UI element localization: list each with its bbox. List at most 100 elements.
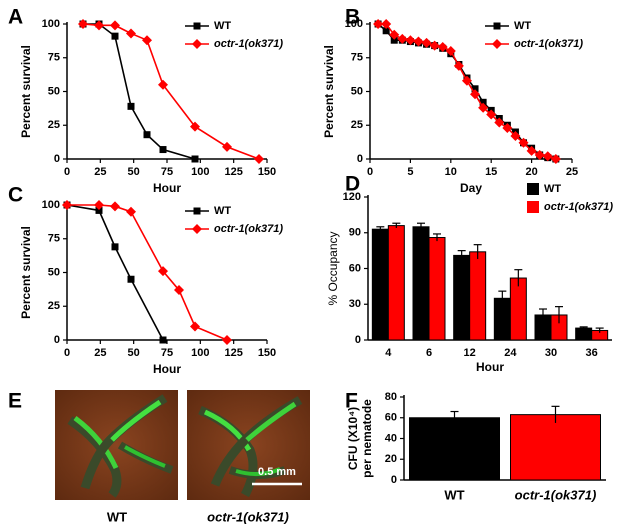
y-tick-label: 100	[42, 18, 60, 30]
legend-label: WT	[214, 205, 231, 217]
legend-marker	[492, 39, 502, 49]
x-tick-label: 25	[566, 166, 578, 178]
bar	[412, 226, 430, 341]
marker	[111, 243, 119, 251]
bar	[387, 225, 405, 341]
marker	[159, 146, 167, 154]
legend-marker	[192, 39, 202, 49]
x-tick-label: 6	[426, 347, 432, 359]
marker	[445, 46, 456, 56]
legend-label: WT	[514, 20, 531, 32]
marker	[518, 137, 529, 148]
line	[67, 204, 228, 341]
marker	[254, 154, 264, 164]
legend-label: octr-1(ok371)	[214, 223, 283, 235]
marker	[405, 35, 416, 46]
marker	[174, 285, 184, 296]
x-tick-label: 15	[485, 166, 497, 178]
x-tick-label: 24	[504, 347, 517, 359]
marker	[461, 75, 472, 86]
bar	[509, 277, 527, 341]
bar	[575, 327, 593, 341]
y-tick-label: 80	[385, 391, 397, 403]
bar	[409, 417, 500, 481]
x-tick-label: 0	[367, 166, 373, 178]
marker	[471, 85, 479, 93]
marker	[158, 266, 168, 277]
y-tick-label: 60	[385, 412, 397, 424]
legend-label: WT	[214, 20, 231, 32]
legend-swatch	[527, 183, 539, 195]
legend-marker	[493, 22, 501, 30]
marker	[494, 117, 505, 128]
panel-label: F	[345, 390, 358, 413]
x-tick-label: 20	[525, 166, 537, 178]
worm-image-wt	[55, 390, 178, 500]
bar	[469, 251, 487, 341]
x-tick-label: 25	[94, 347, 106, 359]
x-tick-label: 12	[464, 347, 476, 359]
marker	[429, 40, 440, 51]
marker	[94, 20, 104, 31]
y-tick-label: 75	[48, 233, 60, 245]
y-tick-label: 0	[391, 474, 397, 486]
x-axis-title: Day	[460, 181, 482, 195]
y-tick-label: 0	[355, 334, 361, 346]
legend-marker	[193, 22, 201, 30]
y-axis-title: per nematode	[360, 399, 374, 478]
marker	[373, 19, 384, 29]
panel-label: C	[8, 184, 23, 207]
marker	[191, 155, 199, 163]
marker	[502, 122, 513, 133]
x-tick-label: 75	[161, 347, 173, 359]
line	[83, 23, 196, 160]
marker	[534, 149, 545, 160]
marker	[190, 121, 200, 132]
bar	[428, 237, 446, 341]
marker	[390, 36, 398, 44]
marker	[111, 32, 119, 40]
y-tick-label: 60	[349, 262, 361, 274]
marker	[110, 20, 120, 31]
marker	[143, 131, 151, 139]
marker	[486, 109, 497, 120]
y-tick-label: 25	[351, 119, 363, 131]
y-tick-label: 20	[385, 453, 397, 465]
worm-image-mutant	[187, 390, 310, 500]
legend-label: WT	[544, 183, 561, 195]
panel-label: E	[8, 390, 22, 413]
bar	[371, 228, 389, 341]
y-tick-label: 0	[357, 153, 363, 165]
y-tick-label: 0	[54, 153, 60, 165]
x-tick-label: 150	[258, 166, 276, 178]
marker	[126, 28, 136, 39]
x-tick-label: octr-1(ok371)	[515, 487, 597, 502]
marker	[397, 33, 408, 44]
marker	[382, 27, 390, 35]
marker	[510, 131, 521, 142]
marker	[126, 206, 136, 217]
line	[66, 204, 164, 341]
y-tick-label: 50	[48, 85, 60, 97]
marker	[222, 141, 232, 152]
legend-marker	[192, 39, 202, 49]
marker	[159, 336, 167, 344]
y-tick-label: 90	[349, 227, 361, 239]
panel-label: D	[345, 173, 360, 196]
marker	[413, 36, 424, 47]
y-axis-title: CFU (X10⁴)	[346, 407, 360, 470]
legend-marker	[493, 22, 501, 30]
x-tick-label: 125	[224, 166, 242, 178]
x-tick-label: 0	[64, 347, 70, 359]
y-axis-title: Percent survival	[19, 226, 33, 319]
y-tick-label: 0	[54, 334, 60, 346]
legend-label: octr-1(ok371)	[544, 201, 613, 213]
marker	[389, 29, 400, 40]
x-tick-label: 10	[445, 166, 457, 178]
legend-marker	[193, 22, 201, 30]
panel-label: B	[345, 6, 360, 29]
marker	[526, 145, 537, 156]
legend-label: octr-1(ok371)	[214, 38, 283, 50]
x-tick-label: 5	[407, 166, 413, 178]
